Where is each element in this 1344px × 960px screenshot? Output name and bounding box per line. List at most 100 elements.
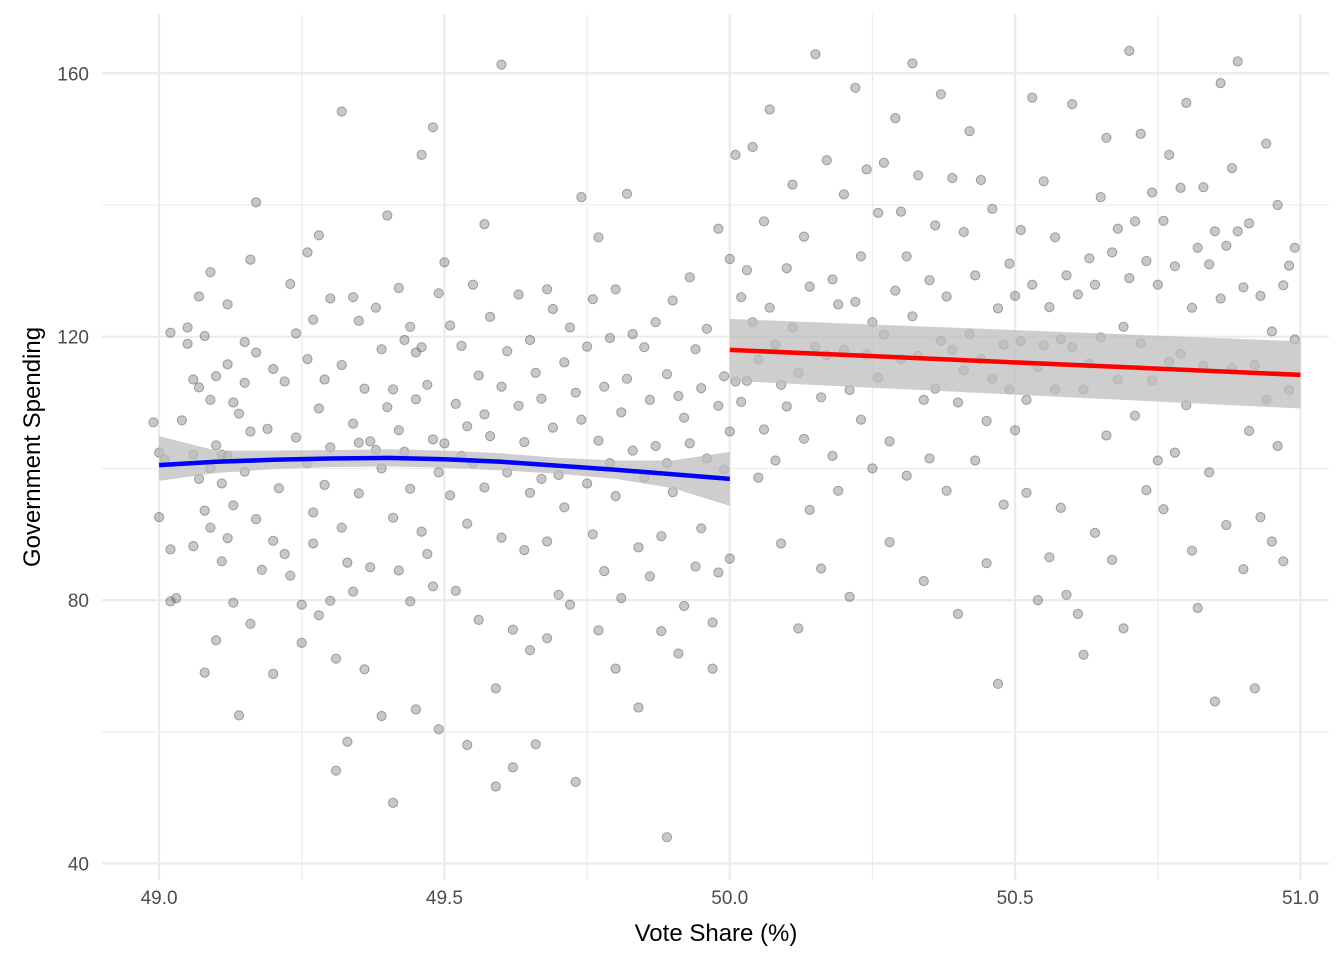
data-point <box>827 450 838 461</box>
data-point <box>935 89 947 100</box>
data-point <box>319 479 330 490</box>
data-point <box>1152 279 1163 290</box>
data-point <box>736 292 747 303</box>
data-point <box>1215 293 1226 304</box>
data-point <box>1238 282 1249 293</box>
data-point <box>1010 425 1021 436</box>
data-point <box>1266 326 1278 337</box>
data-point <box>827 274 838 285</box>
data-point <box>907 311 918 322</box>
data-point <box>296 599 307 610</box>
data-point <box>205 522 216 533</box>
data-point <box>1255 290 1266 301</box>
data-point <box>576 414 587 425</box>
data-point <box>1141 485 1152 496</box>
data-point <box>1118 321 1129 332</box>
data-point <box>901 470 912 481</box>
data-point <box>496 59 507 70</box>
data-point <box>838 189 850 200</box>
data-point <box>422 379 433 390</box>
data-point <box>1107 247 1118 258</box>
data-point <box>330 765 342 776</box>
data-point <box>1289 242 1300 253</box>
data-point <box>228 500 239 511</box>
data-point <box>1284 260 1295 271</box>
data-point <box>673 648 684 659</box>
data-point <box>1221 240 1232 251</box>
data-point <box>747 141 758 153</box>
data-point <box>776 538 787 549</box>
data-point <box>610 491 621 502</box>
data-point <box>1221 519 1232 531</box>
data-point <box>559 357 570 368</box>
data-point <box>1089 527 1101 539</box>
data-point <box>1204 467 1215 478</box>
data-point <box>216 478 227 489</box>
data-point <box>781 401 792 412</box>
x-tick-label: 51.0 <box>1282 888 1319 909</box>
data-point <box>1072 608 1084 620</box>
data-point <box>308 538 319 549</box>
data-point <box>1186 302 1198 313</box>
data-point <box>456 340 467 351</box>
data-point <box>176 415 187 426</box>
data-point <box>485 311 496 322</box>
data-point <box>342 557 353 568</box>
data-point <box>621 188 633 199</box>
data-point <box>524 645 536 656</box>
data-point <box>1169 447 1181 458</box>
data-point <box>302 354 313 365</box>
data-point <box>821 155 832 166</box>
data-point <box>576 192 587 203</box>
data-point <box>798 433 810 444</box>
data-point <box>981 558 992 569</box>
data-point <box>1129 216 1141 227</box>
data-point <box>1278 556 1289 567</box>
data-point <box>211 371 222 382</box>
data-point <box>336 359 347 371</box>
data-point <box>981 415 992 427</box>
data-point <box>1015 224 1026 236</box>
data-point <box>519 545 530 556</box>
data-point <box>952 397 964 408</box>
data-point <box>593 435 604 446</box>
data-point <box>336 106 347 117</box>
data-point <box>513 400 524 411</box>
data-point <box>450 585 461 597</box>
data-point <box>348 586 359 597</box>
data-point <box>1192 242 1203 253</box>
data-point <box>530 367 541 378</box>
data-point <box>239 377 250 388</box>
x-axis-title: Vote Share (%) <box>635 920 798 947</box>
data-point <box>804 504 815 515</box>
data-point <box>262 423 273 434</box>
data-point <box>758 216 770 227</box>
data-point <box>1147 187 1158 198</box>
data-point <box>1124 45 1135 57</box>
data-point <box>650 317 661 328</box>
data-point <box>433 288 444 299</box>
data-point <box>764 302 775 313</box>
data-point <box>707 663 718 674</box>
data-point <box>370 302 381 313</box>
data-point <box>507 624 519 635</box>
data-point <box>833 299 844 310</box>
data-point <box>325 293 336 304</box>
data-point <box>1209 226 1221 237</box>
data-point <box>308 507 319 518</box>
data-point <box>319 374 330 385</box>
data-point <box>633 702 644 713</box>
data-point <box>524 487 536 498</box>
data-point <box>228 397 239 408</box>
data-point <box>1124 273 1135 284</box>
data-point <box>798 231 810 242</box>
data-point <box>410 704 421 715</box>
data-point <box>479 219 490 230</box>
data-point <box>154 512 165 523</box>
data-point <box>1232 56 1243 67</box>
data-point <box>268 363 279 375</box>
data-point <box>650 440 661 452</box>
data-point <box>399 334 410 346</box>
data-point <box>907 58 918 69</box>
data-point <box>1118 623 1129 634</box>
